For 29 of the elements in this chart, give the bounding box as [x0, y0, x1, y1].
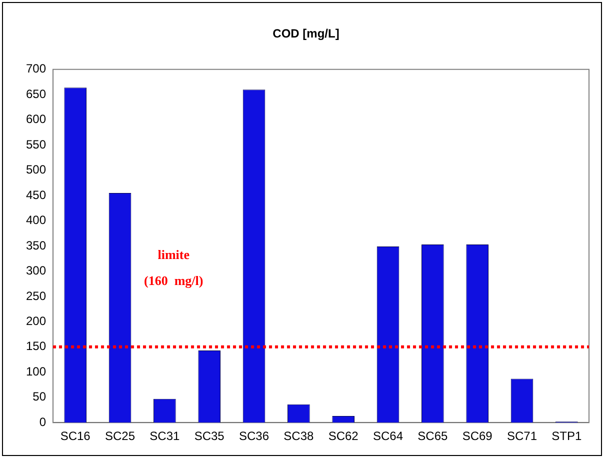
y-tick-label: 300 [26, 264, 46, 278]
y-tick-label: 650 [26, 86, 46, 101]
y-tick-label: 400 [26, 213, 46, 228]
x-tick-label: SC31 [150, 429, 180, 444]
y-tick-label: 50 [32, 390, 46, 404]
y-tick-label: 500 [26, 162, 46, 177]
y-tick-label: 0 [39, 414, 46, 429]
ref-line-label: limite (160 mg/l) [144, 246, 204, 288]
y-tick-label: 600 [26, 112, 46, 126]
y-tick-label: 350 [26, 238, 46, 252]
y-tick-label: 150 [26, 339, 46, 354]
y-tick-label: 200 [26, 314, 46, 328]
x-tick-label: SC69 [462, 429, 493, 444]
x-tick-label: SC25 [105, 429, 136, 444]
x-tick-label: SC38 [284, 429, 314, 444]
x-tick-label: SC16 [60, 429, 91, 444]
x-tick-label: SC36 [239, 429, 270, 444]
y-tick-label: 700 [26, 62, 46, 76]
y-tick-label: 100 [26, 364, 46, 378]
x-tick-label: STP1 [552, 429, 582, 444]
y-tick-label: 450 [26, 188, 46, 202]
x-tick-label: SC35 [194, 429, 225, 444]
y-tick-label: 250 [26, 288, 46, 303]
x-tick-label: SC71 [506, 429, 538, 444]
x-tick-label: SC62 [328, 429, 359, 444]
x-tick-label: SC65 [418, 429, 448, 444]
y-tick-label: 550 [26, 137, 46, 152]
x-tick-label: SC64 [372, 429, 404, 444]
chart-title: COD [mg/L] [272, 26, 340, 41]
